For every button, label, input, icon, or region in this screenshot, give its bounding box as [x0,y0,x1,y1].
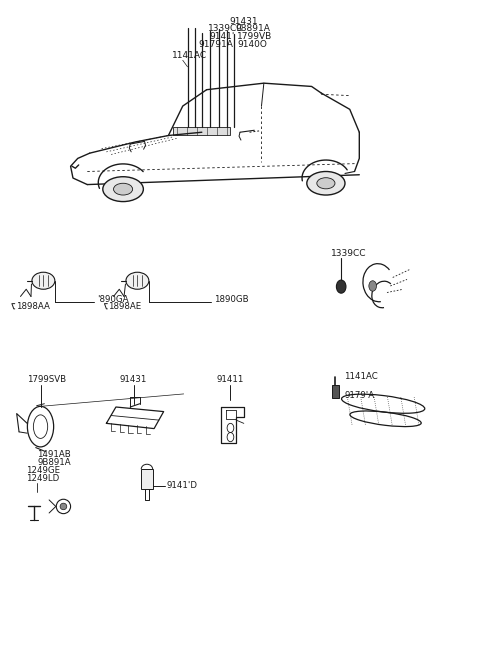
Text: 9141'D: 9141'D [166,481,197,490]
Text: 91431: 91431 [229,16,258,26]
Text: 1799SVB: 1799SVB [27,375,66,384]
Ellipse shape [307,171,345,195]
Text: 1249GE: 1249GE [26,466,60,475]
Text: 1141AC: 1141AC [172,51,207,60]
Bar [332,385,339,398]
Text: 1249LD: 1249LD [26,474,60,483]
Text: 9141': 9141' [209,32,234,41]
Ellipse shape [114,183,132,195]
Text: 91411: 91411 [216,375,243,384]
Text: 1491AB: 1491AB [37,450,71,459]
Text: 9B891A: 9B891A [37,458,71,467]
Text: 91791A: 91791A [198,40,233,49]
Ellipse shape [103,177,144,202]
Text: 98891A: 98891A [236,24,271,34]
Circle shape [336,280,346,293]
Text: 9140O: 9140O [237,40,267,49]
Text: '890GA: '890GA [97,294,128,304]
Text: 1339CC: 1339CC [207,24,243,34]
Text: 1898AE: 1898AE [108,302,142,311]
Text: 1141AC: 1141AC [344,372,378,381]
Ellipse shape [126,272,149,289]
Text: 1890GB: 1890GB [214,294,248,304]
Text: 1898AA: 1898AA [16,302,49,311]
Text: 9179'A: 9179'A [344,391,374,399]
Bar [141,469,153,489]
Ellipse shape [317,177,335,189]
Ellipse shape [32,272,55,289]
Bar [173,127,230,135]
Text: 91431: 91431 [120,375,147,384]
Text: 1799VB: 1799VB [237,32,272,41]
Text: 1339CC: 1339CC [331,249,366,258]
Ellipse shape [60,503,67,510]
Circle shape [369,281,376,291]
